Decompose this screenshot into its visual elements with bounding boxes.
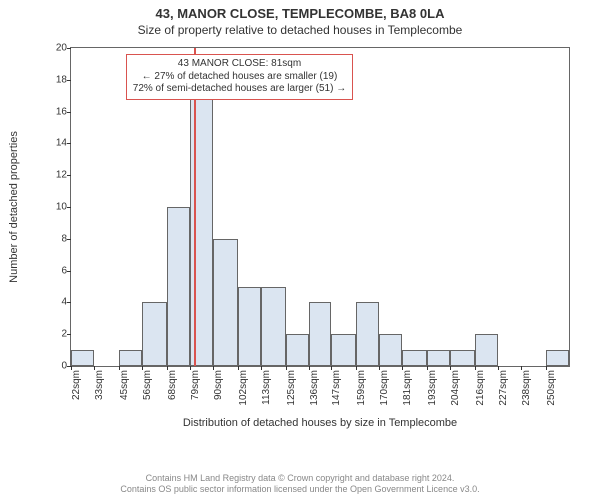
annotation-box: 43 MANOR CLOSE: 81sqm← 27% of detached h… <box>126 54 353 100</box>
y-tick-mark <box>67 334 71 335</box>
chart-plot: 0246810121416182022sqm33sqm45sqm56sqm68s… <box>70 47 570 367</box>
x-tick-label: 136sqm <box>309 370 320 406</box>
y-tick-mark <box>67 207 71 208</box>
histogram-bar <box>427 350 450 366</box>
chart-wrap: Number of detached properties 0246810121… <box>0 37 600 437</box>
y-tick-mark <box>67 271 71 272</box>
x-tick-label: 147sqm <box>331 370 342 406</box>
y-tick-label: 14 <box>56 138 67 149</box>
y-tick-label: 12 <box>56 170 67 181</box>
histogram-bar <box>238 287 261 367</box>
histogram-bar <box>546 350 569 366</box>
y-tick-mark <box>67 143 71 144</box>
histogram-bar <box>379 334 402 366</box>
y-tick-label: 10 <box>56 202 67 213</box>
y-axis-label: Number of detached properties <box>8 131 20 283</box>
x-tick-label: 181sqm <box>402 370 413 406</box>
footer-line-2: Contains OS public sector information li… <box>0 484 600 496</box>
x-tick-label: 227sqm <box>498 370 509 406</box>
y-tick-mark <box>67 112 71 113</box>
x-tick-label: 45sqm <box>119 370 130 400</box>
histogram-bar <box>331 334 356 366</box>
x-tick-label: 159sqm <box>356 370 367 406</box>
title-main: 43, MANOR CLOSE, TEMPLECOMBE, BA8 0LA <box>0 6 600 21</box>
histogram-bar <box>450 350 475 366</box>
y-tick-mark <box>67 239 71 240</box>
x-tick-label: 102sqm <box>238 370 249 406</box>
footer-line-1: Contains HM Land Registry data © Crown c… <box>0 473 600 485</box>
histogram-bar <box>402 350 427 366</box>
histogram-bar <box>142 302 167 366</box>
annotation-line: 72% of semi-detached houses are larger (… <box>133 83 346 96</box>
histogram-bar <box>119 350 142 366</box>
y-tick-mark <box>67 48 71 49</box>
x-tick-label: 90sqm <box>213 370 224 400</box>
x-tick-label: 79sqm <box>190 370 201 400</box>
histogram-bar <box>309 302 332 366</box>
y-tick-mark <box>67 80 71 81</box>
histogram-bar <box>71 350 94 366</box>
x-tick-label: 33sqm <box>94 370 105 400</box>
x-tick-label: 125sqm <box>286 370 297 406</box>
x-tick-label: 216sqm <box>475 370 486 406</box>
annotation-line: 43 MANOR CLOSE: 81sqm <box>133 58 346 71</box>
histogram-bar <box>475 334 498 366</box>
footer: Contains HM Land Registry data © Crown c… <box>0 473 600 496</box>
x-tick-label: 22sqm <box>71 370 82 400</box>
histogram-bar <box>261 287 286 367</box>
x-axis-label: Distribution of detached houses by size … <box>70 417 570 429</box>
x-tick-label: 113sqm <box>261 370 272 405</box>
y-tick-label: 18 <box>56 74 67 85</box>
x-tick-label: 204sqm <box>450 370 461 406</box>
title-sub: Size of property relative to detached ho… <box>0 21 600 37</box>
x-tick-label: 68sqm <box>167 370 178 400</box>
x-tick-label: 193sqm <box>427 370 438 406</box>
histogram-bar <box>167 207 190 366</box>
histogram-bar <box>286 334 309 366</box>
x-tick-label: 238sqm <box>521 370 532 406</box>
annotation-line: ← 27% of detached houses are smaller (19… <box>133 71 346 84</box>
chart-header: 43, MANOR CLOSE, TEMPLECOMBE, BA8 0LA Si… <box>0 0 600 37</box>
x-tick-label: 56sqm <box>142 370 153 400</box>
y-tick-label: 20 <box>56 43 67 54</box>
x-tick-label: 250sqm <box>546 370 557 406</box>
y-tick-label: 16 <box>56 106 67 117</box>
y-tick-mark <box>67 175 71 176</box>
x-tick-label: 170sqm <box>379 370 390 406</box>
y-tick-mark <box>67 302 71 303</box>
histogram-bar <box>356 302 379 366</box>
histogram-bar <box>213 239 238 366</box>
